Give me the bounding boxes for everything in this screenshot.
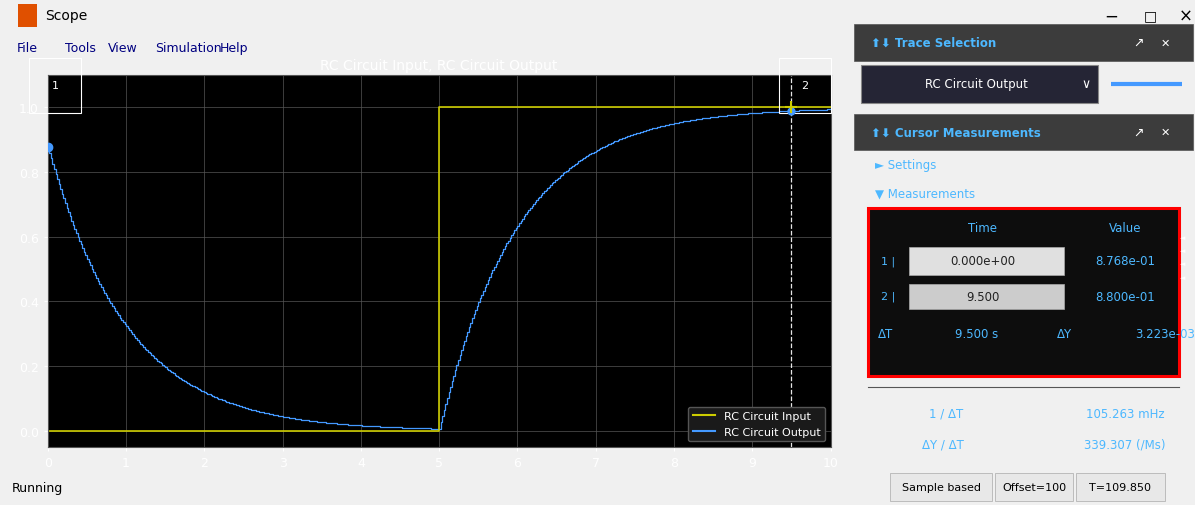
Bar bbox=[868, 208, 1179, 376]
Bar bbox=[854, 115, 1193, 150]
Text: Offset=100: Offset=100 bbox=[1003, 482, 1066, 492]
Text: Tools: Tools bbox=[65, 41, 96, 55]
Bar bbox=[995, 473, 1073, 501]
Text: ΔY: ΔY bbox=[1058, 328, 1072, 340]
Text: 1 / ΔT: 1 / ΔT bbox=[929, 407, 963, 420]
Text: ✕: ✕ bbox=[1160, 128, 1170, 138]
Text: ↗: ↗ bbox=[1133, 37, 1144, 50]
Text: 2 |: 2 | bbox=[882, 291, 896, 302]
Text: ✕: ✕ bbox=[1160, 38, 1170, 48]
Text: Help: Help bbox=[220, 41, 247, 55]
Bar bbox=[908, 248, 1064, 275]
Text: ⬆⬇ Trace Selection: ⬆⬇ Trace Selection bbox=[871, 37, 997, 50]
Text: View: View bbox=[108, 41, 137, 55]
Legend: RC Circuit Input, RC Circuit Output: RC Circuit Input, RC Circuit Output bbox=[688, 407, 825, 441]
Bar bbox=[854, 25, 1193, 62]
Bar bbox=[908, 284, 1064, 310]
Bar bbox=[18, 5, 37, 28]
Text: ∨: ∨ bbox=[1081, 78, 1091, 91]
Text: ◄: ◄ bbox=[1179, 261, 1185, 267]
Text: Running: Running bbox=[12, 481, 63, 494]
Text: 3.223e-03: 3.223e-03 bbox=[1135, 328, 1195, 340]
Text: 8.768e-01: 8.768e-01 bbox=[1095, 255, 1156, 268]
Text: File: File bbox=[17, 41, 38, 55]
Text: 1: 1 bbox=[51, 81, 59, 91]
Bar bbox=[862, 66, 1098, 104]
Text: 339.307 (/Ms): 339.307 (/Ms) bbox=[1084, 438, 1166, 451]
Text: ◄: ◄ bbox=[1179, 234, 1185, 240]
Text: ◄: ◄ bbox=[1179, 274, 1185, 280]
Text: 9.500 s: 9.500 s bbox=[955, 328, 998, 340]
Title: RC Circuit Input, RC Circuit Output: RC Circuit Input, RC Circuit Output bbox=[320, 59, 558, 73]
Bar bbox=[890, 473, 992, 501]
Text: RC Circuit Output: RC Circuit Output bbox=[925, 78, 1028, 91]
Text: ⬆⬇ Cursor Measurements: ⬆⬇ Cursor Measurements bbox=[871, 126, 1041, 139]
Text: □: □ bbox=[1145, 10, 1157, 23]
Text: ×: × bbox=[1178, 8, 1193, 25]
Text: Simulation: Simulation bbox=[155, 41, 221, 55]
Text: Scope: Scope bbox=[45, 9, 87, 23]
Text: 9.500: 9.500 bbox=[967, 290, 1000, 303]
Text: Sample based: Sample based bbox=[901, 482, 981, 492]
Text: 8.800e-01: 8.800e-01 bbox=[1095, 290, 1154, 303]
Bar bbox=[1076, 473, 1165, 501]
Text: ► Settings: ► Settings bbox=[875, 159, 936, 172]
Text: ↗: ↗ bbox=[1133, 126, 1144, 139]
Text: 2: 2 bbox=[802, 81, 809, 91]
Text: Value: Value bbox=[1109, 222, 1141, 234]
Text: 0.000e+00: 0.000e+00 bbox=[950, 255, 1016, 268]
Text: T=109.850: T=109.850 bbox=[1090, 482, 1151, 492]
Text: ΔY / ΔT: ΔY / ΔT bbox=[923, 438, 964, 451]
Text: ΔT: ΔT bbox=[878, 328, 894, 340]
Text: ◄: ◄ bbox=[1179, 247, 1185, 254]
Text: Time: Time bbox=[968, 222, 998, 234]
Text: 1 |: 1 | bbox=[882, 256, 895, 267]
Text: −: − bbox=[1104, 8, 1119, 25]
Text: 105.263 mHz: 105.263 mHz bbox=[1086, 407, 1164, 420]
Text: ▼ Measurements: ▼ Measurements bbox=[875, 187, 975, 200]
